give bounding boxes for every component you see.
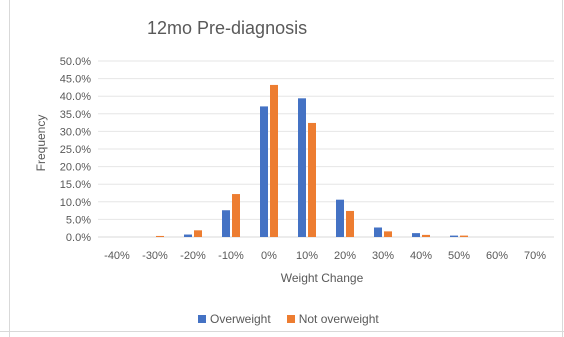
y-tick-label: 20.0% — [60, 162, 91, 174]
x-tick-label: -40% — [104, 250, 130, 262]
bar — [336, 199, 344, 237]
bar — [270, 84, 278, 237]
y-tick-label: 25.0% — [60, 144, 91, 156]
bar — [450, 235, 458, 237]
legend-item-not-overweight: Not overweight — [286, 312, 379, 326]
x-tick-label: 0% — [261, 250, 277, 262]
bar — [374, 227, 382, 237]
x-tick-label: -30% — [142, 250, 168, 262]
legend-label-not-overweight: Not overweight — [298, 312, 379, 326]
y-tick-label: 50.0% — [60, 56, 91, 68]
x-tick-label: 10% — [296, 250, 318, 262]
y-tick-label: 15.0% — [60, 179, 91, 191]
y-tick-label: 40.0% — [60, 91, 91, 103]
chart-title: 12mo Pre-diagnosis — [147, 18, 308, 38]
x-tick-label: 30% — [372, 250, 394, 262]
bar — [384, 231, 392, 237]
bar — [156, 235, 164, 237]
bar — [308, 122, 316, 237]
y-tick-label: 10.0% — [60, 197, 91, 209]
x-tick-label: 20% — [334, 250, 356, 262]
x-tick-label: 40% — [410, 250, 432, 262]
x-tick-label: -10% — [218, 250, 244, 262]
bar — [422, 234, 430, 237]
legend-swatch-not-overweight — [286, 315, 295, 323]
bar — [260, 106, 268, 238]
bar — [298, 98, 306, 237]
bar — [460, 235, 468, 237]
frame-divider — [0, 331, 564, 332]
bar — [184, 234, 192, 237]
x-tick-label: -20% — [180, 250, 206, 262]
y-tick-label: 5.0% — [66, 214, 91, 226]
legend-item-overweight: Overweight — [198, 312, 271, 326]
x-axis-title: Weight Change — [281, 271, 364, 285]
y-tick-label: 0.0% — [66, 232, 91, 244]
x-tick-label: 70% — [524, 250, 546, 262]
legend-swatch-overweight — [198, 315, 206, 323]
chart-legend: Overweight Not overweight — [198, 312, 379, 326]
y-tick-label: 45.0% — [60, 74, 91, 86]
x-tick-label: 50% — [448, 250, 470, 262]
bar — [232, 194, 240, 237]
bar — [222, 210, 230, 237]
y-tick-label: 35.0% — [60, 109, 91, 121]
y-tick-label: 30.0% — [60, 126, 91, 138]
bar — [194, 230, 202, 237]
x-tick-label: 60% — [486, 250, 508, 262]
bar — [412, 233, 420, 237]
bar — [346, 210, 354, 237]
y-axis-title: Frequency — [34, 115, 48, 172]
legend-label-overweight: Overweight — [210, 312, 271, 326]
chart-frame — [9, 0, 563, 337]
